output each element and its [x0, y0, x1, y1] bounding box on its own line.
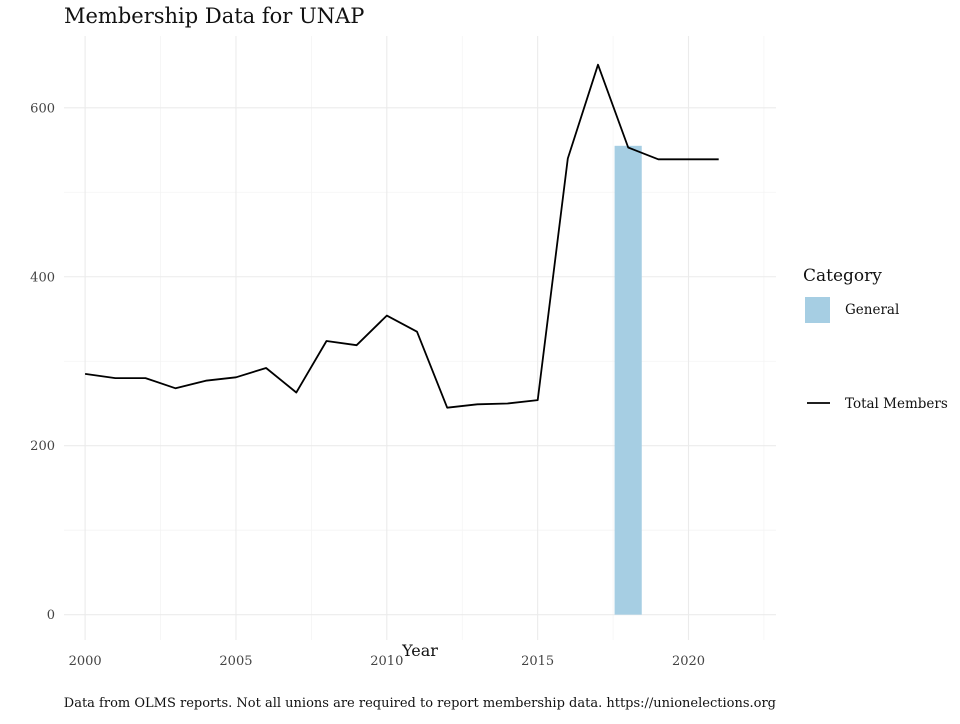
legend-label-general: General	[845, 302, 899, 318]
line-layer	[84, 63, 719, 409]
y-tick-label: 400	[30, 270, 55, 285]
chart-title: Membership Data for UNAP	[64, 4, 364, 28]
bar-general	[614, 145, 642, 615]
legend-swatch-general	[805, 297, 830, 323]
x-tick-labels: 2000 2005 2010 2015 2020	[69, 654, 705, 669]
line-total-members	[84, 63, 719, 409]
x-tick-label: 2015	[521, 654, 554, 669]
legend-label-total-members: Total Members	[845, 396, 948, 412]
legend-title: Category	[803, 266, 882, 286]
x-tick-label: 2020	[672, 654, 705, 669]
y-tick-labels: 0 200 400 600	[30, 101, 55, 623]
y-tick-label: 200	[30, 439, 55, 454]
chart-caption: Data from OLMS reports. Not all unions a…	[64, 696, 776, 711]
grid	[64, 36, 776, 640]
x-tick-label: 2000	[69, 654, 102, 669]
x-tick-label: 2005	[219, 654, 252, 669]
y-tick-label: 0	[47, 608, 55, 623]
bar-layer	[614, 145, 642, 615]
y-tick-label: 600	[30, 101, 55, 116]
x-axis-title: Year	[401, 641, 438, 660]
x-tick-label: 2010	[370, 654, 403, 669]
legend: Category General Total Members	[803, 266, 948, 412]
